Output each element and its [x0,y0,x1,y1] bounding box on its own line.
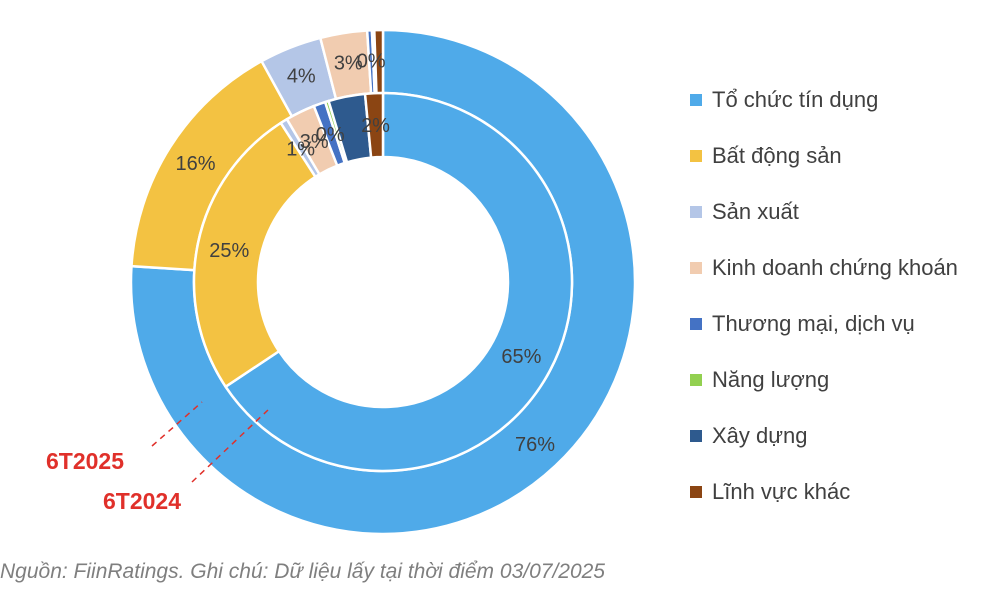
inner-ring-6t2024 [192,91,574,473]
donut-segment-6t2024 [192,121,318,389]
legend-swatch-icon [690,262,702,274]
series-tag-6t2025: 6T2025 [46,448,125,474]
legend-swatch-icon [690,206,702,218]
data-labels: 76%16%4%3%0%65%25%1%3%0% 2% [176,50,556,456]
data-label: 3% [300,131,329,153]
data-label: 76% [515,434,555,456]
data-label: 2% [361,115,390,137]
data-label: 16% [176,153,216,175]
series-leader-lines [151,401,269,483]
data-label: 0% [357,50,386,72]
legend-item-nang-luong: Năng lượng [690,352,958,408]
legend-swatch-icon [690,374,702,386]
legend-item-kinh-doanh-chung-khoan: Kinh doanh chứng khoán [690,240,958,296]
data-label: 4% [287,66,316,88]
legend-item-thuong-mai-dich-vu: Thương mại, dịch vụ [690,296,958,352]
donut-segment-6t2024 [223,91,574,473]
legend-label: Tổ chức tín dụng [712,87,879,112]
legend-label: Lĩnh vực khác [712,479,851,504]
legend-label: Kinh doanh chứng khoán [712,255,958,280]
donut-segment-6t2024 [363,91,385,159]
legend-label: Xây dựng [712,423,808,448]
source-footnote: Nguồn: FiinRatings. Ghi chú: Dữ liệu lấy… [0,560,605,583]
legend-swatch-icon [690,150,702,162]
legend-item-to-chuc-tin-dung: Tổ chức tín dụng [690,72,958,128]
legend-label: Bất động sản [712,143,842,168]
legend-swatch-icon [690,318,702,330]
series-tag-6t2024: 6T2024 [103,488,182,514]
legend-item-san-xuat: Sản xuất [690,184,958,240]
legend: Tổ chức tín dụng Bất động sản Sản xuất K… [690,72,958,520]
data-label: 1% [286,138,315,160]
data-label: 0% [316,124,345,146]
data-label: 3% [334,53,363,75]
legend-swatch-icon [690,430,702,442]
legend-item-bat-dong-san: Bất động sản [690,128,958,184]
legend-item-linh-vuc-khac: Lĩnh vực khác [690,464,958,520]
legend-label: Năng lượng [712,367,830,392]
legend-swatch-icon [690,94,702,106]
legend-item-xay-dung: Xây dựng [690,408,958,464]
data-label: 65% [501,346,541,368]
legend-swatch-icon [690,486,702,498]
legend-label: Sản xuất [712,199,799,224]
legend-label: Thương mại, dịch vụ [712,311,915,336]
data-label: 25% [209,240,249,262]
